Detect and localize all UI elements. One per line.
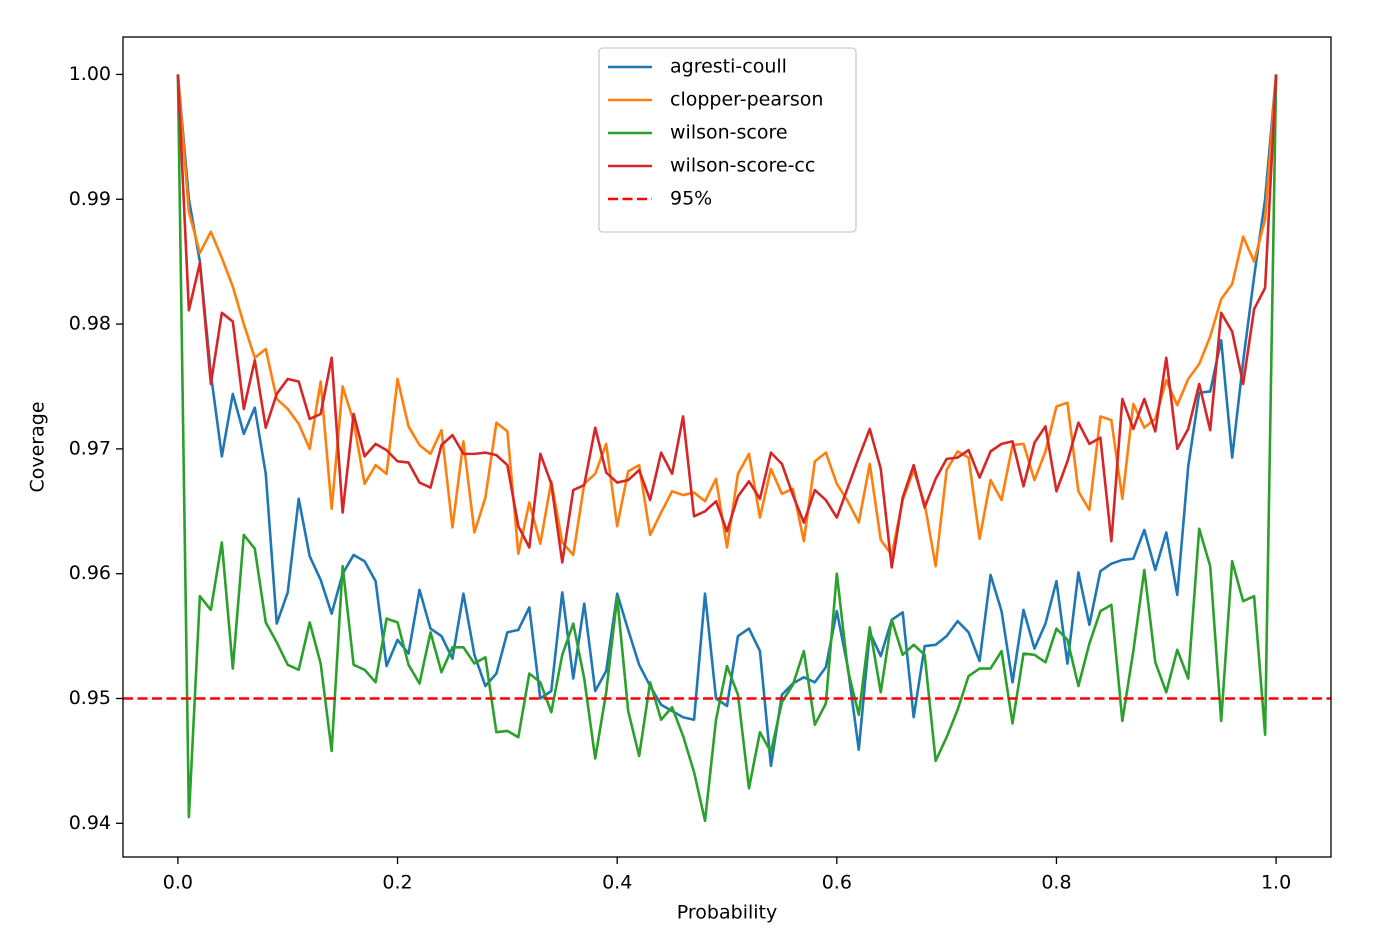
legend-box <box>598 47 857 233</box>
series-line <box>176 74 1278 568</box>
legend-label: 95% <box>670 188 712 210</box>
y-tick-label: 0.99 <box>69 188 111 210</box>
series-line <box>176 74 1278 823</box>
x-tick-label: 1.0 <box>1261 872 1291 894</box>
y-tick-label: 0.95 <box>69 687 111 709</box>
legend-label: agresti-coull <box>670 56 787 78</box>
x-axis-label: Probability <box>677 902 777 924</box>
x-tick-label: 0.6 <box>822 872 852 894</box>
x-tick-label: 0.8 <box>1041 872 1071 894</box>
y-tick-label: 0.97 <box>69 437 111 459</box>
legend-label: clopper-pearson <box>670 89 823 111</box>
series-line <box>176 74 1278 569</box>
y-tick-label: 0.98 <box>69 313 111 335</box>
y-tick-label: 0.96 <box>69 562 111 584</box>
x-tick-label: 0.4 <box>602 872 632 894</box>
x-tick-label: 0.2 <box>382 872 412 894</box>
x-tick-label: 0.0 <box>163 872 193 894</box>
series-line <box>176 74 1278 768</box>
y-tick-label: 0.94 <box>69 812 111 834</box>
y-axis-label: Coverage <box>27 401 49 492</box>
legend-label: wilson-score <box>670 122 788 144</box>
plot-frame <box>122 36 1332 858</box>
legend-label: wilson-score-cc <box>670 155 815 177</box>
y-tick-label: 1.00 <box>69 63 111 85</box>
